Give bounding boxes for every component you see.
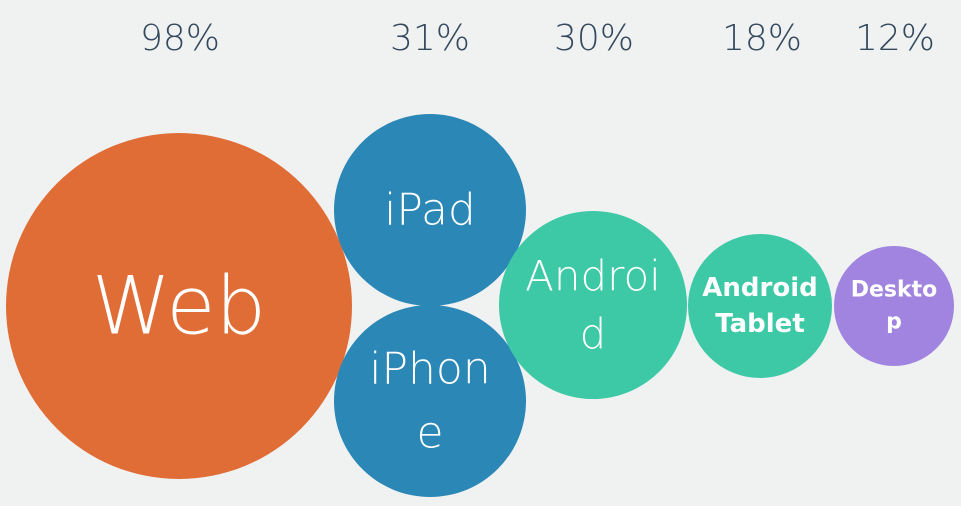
percent-label: 30% <box>554 18 634 59</box>
bubble-label: Tablet <box>715 309 805 339</box>
bubble-label: iPhon <box>369 344 490 395</box>
bubble: iPad <box>334 114 526 306</box>
percent-label: 12% <box>855 18 935 59</box>
bubble-circle <box>334 114 526 306</box>
bubble-label: Androi <box>525 252 661 301</box>
percent-label: 31% <box>390 18 470 59</box>
bubble-label: Android <box>702 273 817 303</box>
bubble: Android Tablet <box>688 234 832 378</box>
bubble: iPhon e <box>334 305 526 497</box>
bubble: Web <box>6 133 352 479</box>
bubble-label: p <box>886 310 902 335</box>
bubble-circle <box>688 234 832 378</box>
bubble-label: Deskto <box>851 278 938 303</box>
bubble-label: d <box>580 310 607 359</box>
bubble-circle <box>6 133 352 479</box>
bubble: Androi d <box>499 211 687 399</box>
percent-labels: 98% 31% 30% 18% 12% <box>140 18 935 59</box>
bubble-label: Web <box>92 260 266 353</box>
bubble: Deskto p <box>834 246 954 366</box>
bubble-circle <box>334 305 526 497</box>
percent-label: 18% <box>722 18 802 59</box>
bubble-label: iPad <box>384 185 476 236</box>
bubble-circle <box>834 246 954 366</box>
bubble-label: e <box>416 408 443 459</box>
bubble-circle <box>499 211 687 399</box>
percent-label: 98% <box>140 18 220 59</box>
